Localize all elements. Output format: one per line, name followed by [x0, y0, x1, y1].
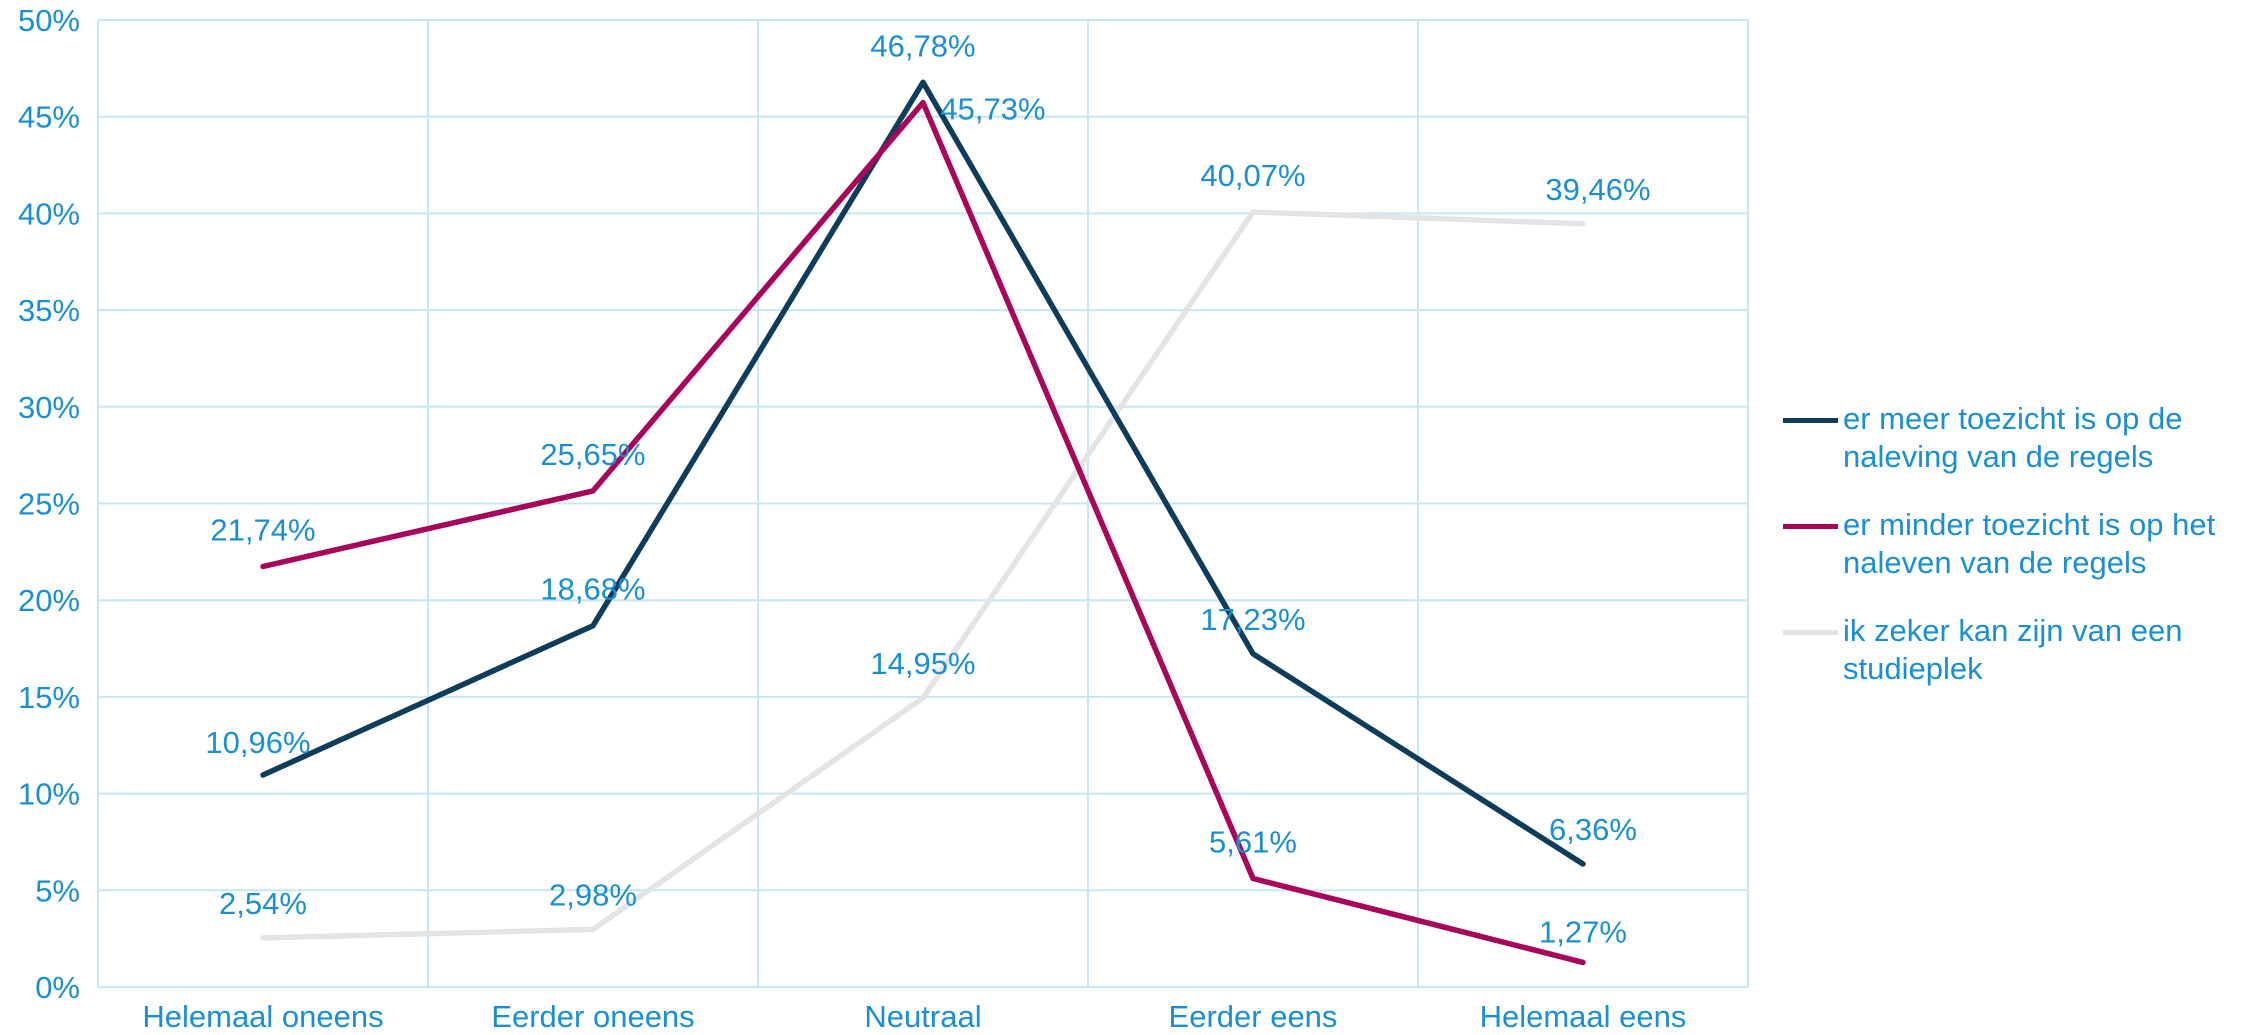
grid-layer [97, 19, 1749, 988]
legend-item-minder-toezicht[interactable]: er minder toezicht is op het naleven van… [1780, 506, 2240, 582]
data-label-layer: 10,96% 18,68% 46,78% 17,23% 6,36% 21,74% 25,65… [205, 28, 1650, 949]
data-label: 40,07% [1200, 158, 1305, 193]
y-tick-label: 0% [35, 970, 80, 1005]
data-label: 45,73% [940, 92, 1045, 127]
y-tick-label: 40% [18, 196, 80, 231]
legend-swatch-studieplek [1783, 630, 1838, 635]
axis-layer: 0% 5% 10% 15% 20% 25% 30% 35% 40% 45% 50% Helemaal … [18, 3, 1686, 1034]
data-label: 21,74% [210, 513, 315, 548]
legend-label: er minder toezicht is op het naleven van… [1843, 507, 2216, 580]
x-tick-label: Eerder eens [1169, 999, 1338, 1034]
x-tick-label: Neutraal [864, 999, 981, 1034]
y-tick-label: 5% [35, 873, 80, 908]
legend-swatch-minder-toezicht [1783, 524, 1838, 529]
y-tick-label: 10% [18, 777, 80, 812]
legend-item-meer-toezicht[interactable]: er meer toezicht is op de naleving van d… [1780, 400, 2240, 476]
series-layer [260, 79, 1586, 966]
y-tick-label: 35% [18, 293, 80, 328]
data-label: 1,27% [1539, 914, 1627, 949]
data-label: 39,46% [1545, 172, 1650, 207]
legend-item-studieplek[interactable]: ik zeker kan zijn van een studieplek [1780, 612, 2240, 688]
x-tick-label: Helemaal oneens [142, 999, 383, 1034]
data-label: 25,65% [540, 437, 645, 472]
series-line [260, 209, 1586, 941]
legend-label: er meer toezicht is op de naleving van d… [1843, 401, 2183, 474]
series-line [260, 79, 1586, 867]
y-tick-label: 50% [18, 3, 80, 38]
legend-swatch-meer-toezicht [1783, 418, 1838, 423]
data-label: 18,68% [540, 572, 645, 607]
series-line [260, 99, 1586, 966]
data-label: 14,95% [870, 646, 975, 681]
y-tick-label: 15% [18, 680, 80, 715]
data-label: 2,54% [219, 886, 307, 921]
legend-label: ik zeker kan zijn van een studieplek [1843, 613, 2183, 686]
legend: er meer toezicht is op de naleving van d… [1780, 400, 2240, 718]
data-label: 17,23% [1200, 602, 1305, 637]
y-tick-label: 30% [18, 390, 80, 425]
data-label: 5,61% [1209, 825, 1297, 860]
y-tick-label: 20% [18, 583, 80, 618]
y-tick-label: 25% [18, 487, 80, 522]
data-label: 10,96% [205, 725, 310, 760]
y-tick-label: 45% [18, 100, 80, 135]
data-label: 46,78% [870, 28, 975, 63]
x-tick-label: Eerder oneens [491, 999, 694, 1034]
data-label: 2,98% [549, 877, 637, 912]
data-label: 6,36% [1549, 812, 1637, 847]
x-tick-label: Helemaal eens [1480, 999, 1687, 1034]
